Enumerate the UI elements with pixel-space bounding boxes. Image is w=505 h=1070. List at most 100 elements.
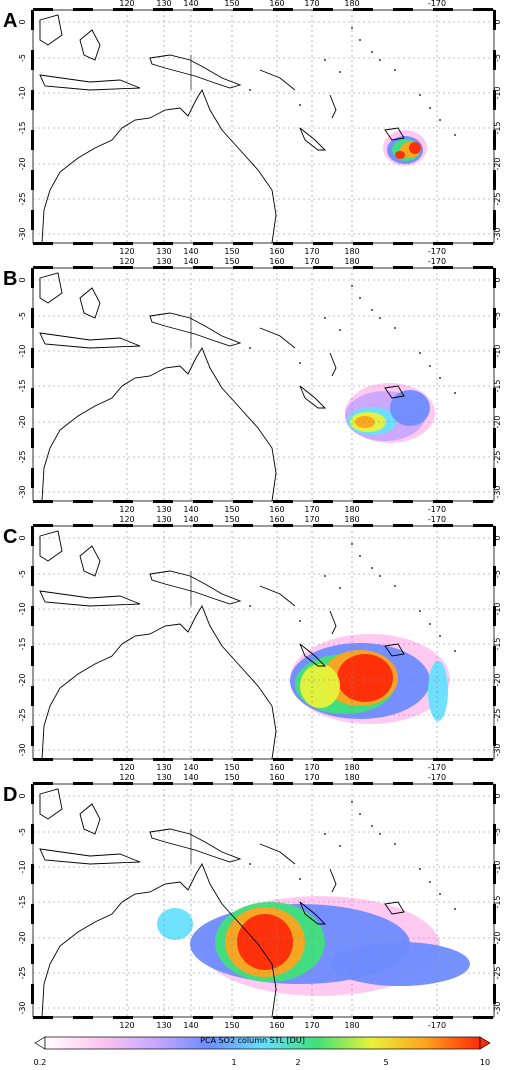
island-dot	[324, 833, 326, 835]
frame-bar-top-seg	[273, 266, 293, 269]
frame-bar-right-seg	[493, 428, 496, 448]
island-dot	[371, 825, 373, 827]
frame-bar-top-seg	[433, 266, 453, 269]
lon-tick-label-bottom: 150	[224, 505, 239, 514]
frame-bar-left-seg	[31, 824, 34, 844]
colorbar-tick-label: 10	[480, 1058, 490, 1067]
map-frame	[32, 9, 495, 244]
map-svg: 120 120 130 130 140 140 150 150 160 160 170 170 180 1…	[18, 774, 502, 1030]
frame-bar-right-seg	[493, 268, 496, 288]
lon-tick-label-top: 170	[304, 258, 319, 266]
frame-bar-bottom-seg	[393, 242, 413, 245]
frame-bar-bottom-seg	[73, 500, 93, 503]
frame-bar-left-seg	[31, 10, 34, 30]
so2-plume-cell	[428, 661, 448, 721]
lat-tick-label-right: 0	[493, 19, 502, 24]
so2-plume-cell	[300, 664, 340, 708]
lon-tick-label-bottom: 150	[224, 763, 239, 772]
island-dots	[249, 27, 456, 136]
map-frame	[32, 525, 495, 760]
map-panel-c: 120 120 130 130 140 140 150 150 160 160 170 170 180 1…	[0, 516, 505, 776]
lon-tick-label-top: 180	[344, 774, 359, 782]
lon-tick-label-bottom: 160	[269, 763, 284, 772]
frame-bar-top-seg	[273, 782, 293, 785]
lon-tick-label-bottom: 170	[304, 1021, 319, 1030]
lon-tick-label-top: -170	[428, 0, 446, 8]
frame-bar-left-seg	[31, 726, 34, 746]
lon-tick-label-top: 180	[344, 258, 359, 266]
frame-bar-left-seg	[31, 130, 34, 150]
frame-bar-top-seg	[393, 524, 413, 527]
frame-bar-bottom-seg	[393, 500, 413, 503]
new-guinea-coast	[149, 570, 242, 605]
frame-bar-top-seg	[73, 782, 93, 785]
lat-tick-label-right: -20	[493, 673, 502, 686]
colorbar-high-arrow	[479, 1036, 491, 1050]
frame-bar-right-seg	[493, 566, 496, 586]
frame-bar-bottom-seg	[193, 500, 213, 503]
frame-bar-bottom-seg	[353, 242, 373, 245]
fiji-coast	[384, 901, 405, 915]
frame-bar-bottom-seg	[33, 500, 53, 503]
so2-plume-cell	[330, 942, 470, 986]
lat-tick-label-left: -20	[18, 415, 27, 428]
lon-tick-label-bottom: 120	[119, 247, 134, 256]
frame-bar-top-seg	[313, 266, 333, 269]
lon-tick-label-top: 150	[224, 774, 239, 782]
frame-bar-left-seg	[31, 686, 34, 706]
island-dot	[351, 285, 353, 287]
lat-tick-label-right: -20	[493, 931, 502, 944]
frame-bars	[31, 266, 496, 503]
lon-tick-label-bottom: 180	[344, 1021, 359, 1030]
lon-tick-label-top: 140	[183, 0, 198, 8]
lat-tick-label-left: 0	[18, 277, 27, 282]
island-dot	[249, 863, 251, 865]
lon-tick-label-top: 160	[269, 516, 284, 524]
island-dot	[394, 69, 396, 71]
frame-bar-bottom-seg	[473, 758, 493, 761]
frame-bar-top-seg	[353, 8, 373, 11]
frame-bar-right-seg	[493, 130, 496, 150]
lon-tick-label-bottom: 140	[183, 763, 198, 772]
island-dot	[429, 881, 431, 883]
coastlines	[39, 14, 405, 244]
frame-bar-bottom-seg	[273, 242, 293, 245]
vanuatu-coast	[329, 610, 337, 635]
new-caledonia-coast	[299, 385, 327, 409]
frame-bar-top-seg	[233, 782, 253, 785]
island-dot	[429, 623, 431, 625]
lon-tick-label-top: 170	[304, 0, 319, 8]
lat-tick-label-right: -25	[493, 450, 502, 463]
frame-bar-bottom-seg	[233, 758, 253, 761]
island-dot	[419, 610, 421, 612]
frame-bar-top-seg	[73, 8, 93, 11]
frame-bar-bottom-seg	[233, 500, 253, 503]
lon-tick-label-bottom: 130	[156, 247, 171, 256]
lon-tick-label-top: 120	[119, 516, 134, 524]
so2-plume-cell	[390, 390, 430, 426]
island-dot	[371, 309, 373, 311]
coastlines	[39, 788, 405, 1018]
frame-bar-right-seg	[493, 864, 496, 884]
lat-tick-label-left: -25	[18, 708, 27, 721]
lat-tick-label-right: -30	[493, 227, 502, 240]
frame-bar-right-seg	[493, 210, 496, 230]
lon-tick-label-top: 140	[183, 516, 198, 524]
lesser-sunda-coast	[39, 848, 141, 865]
frame-bar-top-seg	[153, 8, 173, 11]
lon-tick-label-top: 160	[269, 0, 284, 8]
island-dot	[339, 845, 341, 847]
so2-plume	[157, 896, 470, 996]
colorbar-tick-label: 2	[295, 1058, 300, 1067]
so2-plume-cell	[395, 151, 405, 159]
panel-label: B	[3, 268, 18, 290]
australia-coast	[41, 604, 277, 760]
new-guinea-coast	[149, 828, 242, 863]
sulawesi-coast	[79, 287, 101, 319]
frame-bar-bottom-seg	[393, 758, 413, 761]
lat-tick-label-left: -5	[18, 312, 27, 320]
lat-tick-label-left: 0	[18, 793, 27, 798]
lon-tick-label-bottom: 170	[304, 763, 319, 772]
frame-bar-top-seg	[33, 524, 53, 527]
lat-tick-label-left: -20	[18, 673, 27, 686]
